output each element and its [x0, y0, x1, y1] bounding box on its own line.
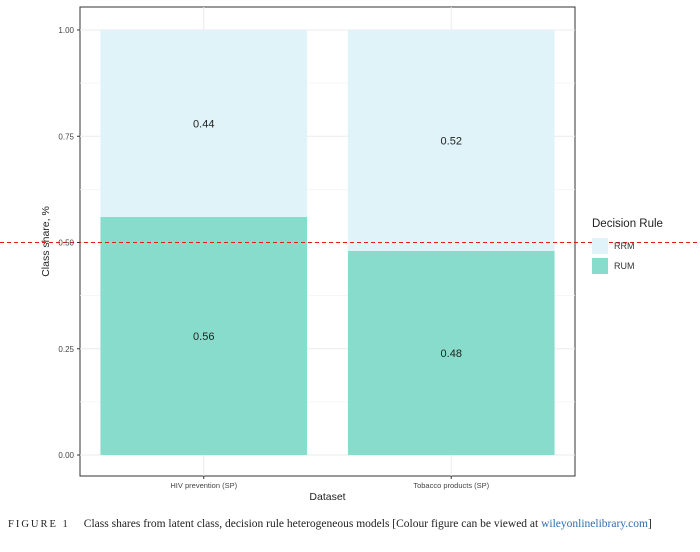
legend-item-rrm: RRM	[592, 236, 663, 256]
bar-rrm-0	[100, 30, 308, 217]
bar-rrm-1	[347, 30, 555, 251]
legend-label-rrm: RRM	[614, 241, 635, 251]
caption-end: ]	[647, 518, 652, 530]
y-tick-label: 0.50	[58, 239, 74, 248]
data-label-rum-1: 0.48	[441, 348, 462, 360]
bar-rum-0	[100, 217, 308, 455]
x-tick-label: Tobacco products (SP)	[413, 481, 489, 490]
legend-item-rum: RUM	[592, 256, 663, 276]
legend-label-rum: RUM	[614, 261, 635, 271]
legend-title: Decision Rule	[592, 218, 663, 230]
y-tick-label: 0.25	[58, 345, 74, 354]
figure-label: FIGURE 1	[8, 519, 70, 530]
y-axis-title: Class share, %	[40, 206, 52, 277]
data-label-rum-0: 0.56	[193, 331, 214, 343]
x-axis-title: Dataset	[309, 491, 345, 503]
data-label-rrm-0: 0.44	[193, 119, 214, 131]
legend-swatch-rum	[592, 258, 608, 274]
caption-link[interactable]: wileyonlinelibrary.com	[541, 518, 648, 530]
bar-rum-1	[347, 251, 555, 455]
data-label-rrm-1: 0.52	[441, 136, 462, 148]
caption-text: Class shares from latent class, decision…	[83, 518, 542, 530]
y-tick-label: 1.00	[58, 26, 74, 35]
legend-swatch-rrm	[592, 238, 608, 254]
y-tick-label: 0.75	[58, 132, 74, 141]
figure-caption: FIGURE 1 Class shares from latent class, …	[8, 518, 698, 530]
y-tick-label: 0.00	[58, 451, 74, 460]
legend: Decision Rule RRM RUM	[592, 218, 663, 276]
x-tick-label: HIV prevention (SP)	[170, 481, 237, 490]
